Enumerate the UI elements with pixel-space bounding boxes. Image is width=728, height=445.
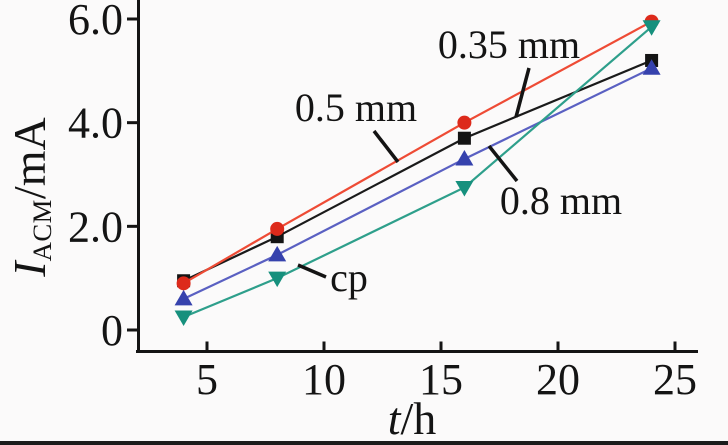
annotation-leader-cp <box>297 263 327 279</box>
y-tick-label: 0 <box>101 306 123 355</box>
y-axis-subscript: ACM <box>26 199 57 262</box>
triangle-up-marker <box>455 149 474 166</box>
y-tick-label: 6.0 <box>68 0 123 44</box>
y-axis-unit: /mA <box>4 117 55 200</box>
annotation-leader-0.35mm <box>514 67 531 118</box>
annotation-label-0.5mm: 0.5 mm <box>295 85 417 130</box>
x-axis-unit: /h <box>400 393 437 444</box>
series-cp <box>174 20 661 327</box>
annotation-leader-0.5mm <box>372 129 400 164</box>
y-tick-label: 2.0 <box>68 202 123 251</box>
triangle-down-marker <box>268 271 287 288</box>
triangle-down-marker <box>642 20 661 36</box>
series-line <box>183 20 653 285</box>
x-tick-label: 10 <box>302 355 346 404</box>
axes <box>136 0 698 353</box>
annotation-label-cp: cp <box>330 255 368 300</box>
triangle-down-marker <box>455 180 474 197</box>
series-line <box>183 67 653 300</box>
x-tick-label: 5 <box>196 355 218 404</box>
annotations: 0.35 mm 0.5 mm 0.8 mm cp <box>295 22 622 300</box>
x-axis-symbol: t <box>387 393 401 444</box>
annotation-leader-0.8mm <box>487 144 519 183</box>
series-line <box>183 59 653 282</box>
y-axis-symbol: I <box>4 261 55 277</box>
y-axis-title: IACM/mA <box>4 117 57 277</box>
x-tick-label: 20 <box>536 355 580 404</box>
bottom-border <box>0 441 728 445</box>
series-line <box>183 25 653 319</box>
circle-marker <box>176 276 191 291</box>
series-0.35mm <box>177 53 659 288</box>
square-marker <box>457 131 471 145</box>
circle-marker <box>270 221 285 236</box>
triangle-down-marker <box>174 310 193 327</box>
series-0.8mm <box>174 59 661 306</box>
x-axis-title: t/h <box>388 396 437 442</box>
x-tick-label: 15 <box>419 355 463 404</box>
circle-marker <box>457 115 472 130</box>
triangle-up-marker <box>642 59 661 75</box>
x-tick-label: 25 <box>653 355 697 404</box>
y-tick-label: 4.0 <box>68 99 123 148</box>
x-axis: 5 10 15 20 25 <box>196 341 697 404</box>
triangle-up-marker <box>268 245 287 262</box>
triangle-up-marker <box>174 289 193 306</box>
annotation-label-0.35mm: 0.35 mm <box>438 22 580 67</box>
y-axis: 0 2.0 4.0 6.0 <box>68 0 137 355</box>
annotation-label-0.8mm: 0.8 mm <box>500 178 622 223</box>
